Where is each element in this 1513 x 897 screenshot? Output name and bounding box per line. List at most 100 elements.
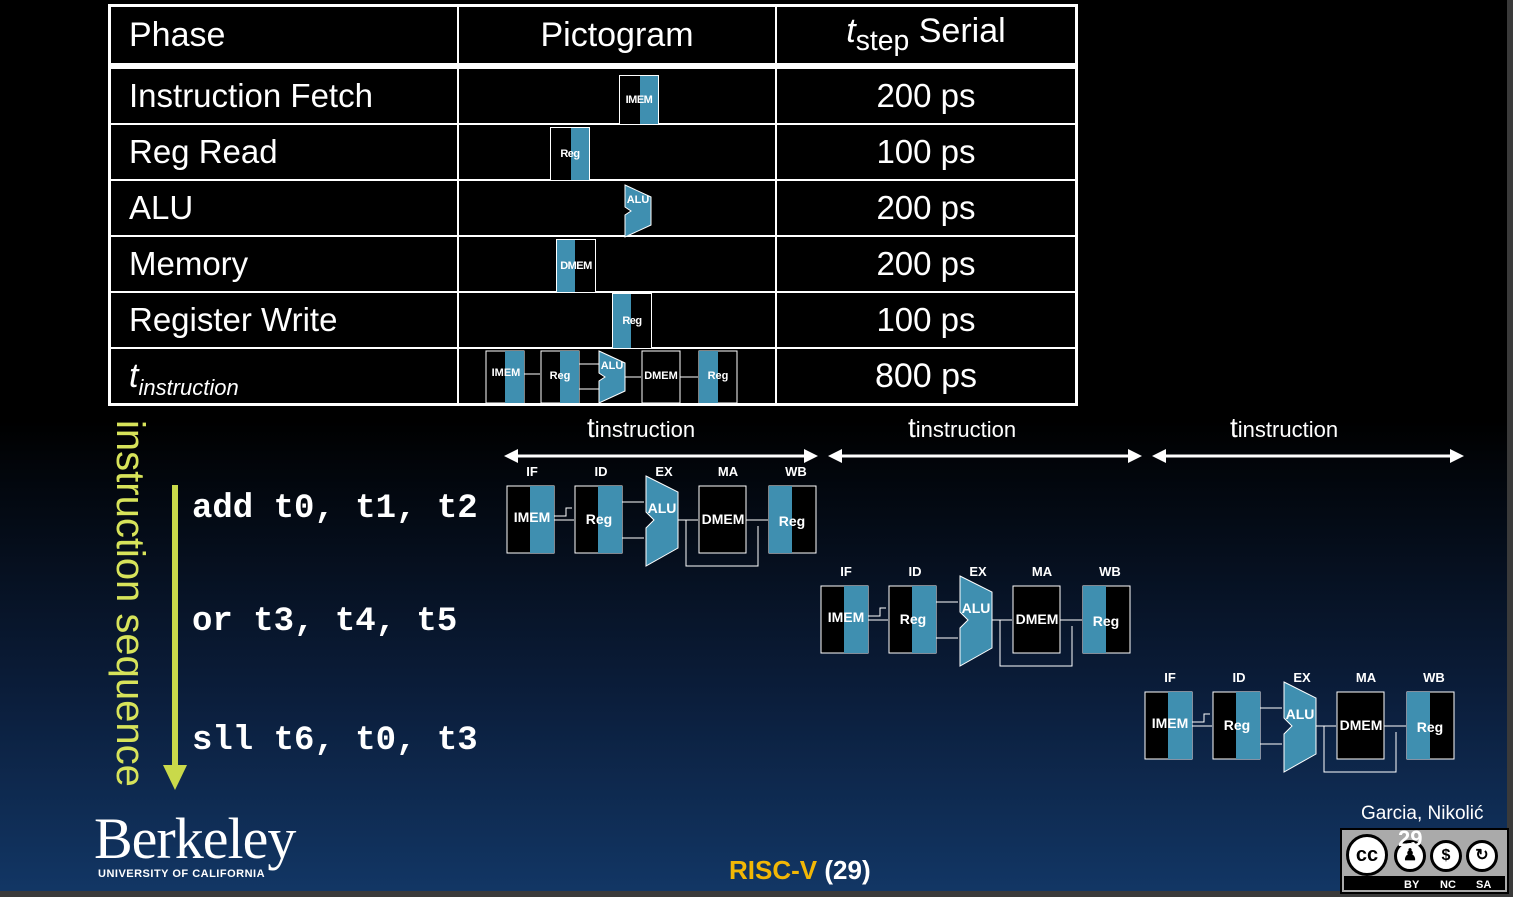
svg-text:IMEM: IMEM [492,367,521,379]
table-row: ALU ALU 200 ps [108,179,1078,238]
reg-label: Reg [560,148,580,160]
pictogram-cell: IMEM [457,65,777,125]
pictogram-cell: Reg [457,123,777,181]
alu-block: ALU [1283,681,1317,773]
header-serial: Serial [918,12,1006,51]
stage-ex: EX [1293,670,1311,685]
share-alike-icon: ↻ [1466,840,1498,872]
stage-ma: MA [718,464,739,479]
stage-ex: EX [655,464,673,479]
right-edge-bar [1507,0,1513,897]
dmem-pictogram: DMEM [556,239,596,293]
dmem-block: DMEM [698,485,747,554]
footer-riscv: RISC-V [729,855,818,885]
stage-wb: WB [1423,670,1445,685]
phase-cell: Register Write [108,291,459,349]
stage-wb: WB [1099,564,1121,579]
svg-text:DMEM: DMEM [702,511,745,527]
phase-cell: ALU [108,179,459,237]
svg-text:Reg: Reg [708,370,729,382]
reg-block: Reg [1212,691,1261,760]
alu-block: ALU [959,575,993,667]
no-dollar-icon: $ [1430,840,1462,872]
svg-text:Reg: Reg [550,370,571,382]
dmem-label: DMEM [560,260,592,272]
table-header-row: Phase Pictogram tstep Serial [108,4,1078,69]
tinstruction-sub: instruction [138,374,239,400]
reg-wb-block: Reg [1082,585,1131,654]
stage-ma: MA [1356,670,1377,685]
svg-text:DMEM: DMEM [1340,717,1383,733]
table-row: Register Write Reg 100 ps [108,291,1078,349]
svg-text:IMEM: IMEM [1152,715,1189,731]
tinstruction-cell: tinstruction [108,347,459,406]
berkeley-logo: Berkeley UNIVERSITY OF CALIFORNIA [94,806,296,881]
reg-label: Reg [622,315,642,327]
pictogram-cell: ALU [457,179,777,238]
license-sa: SA [1476,879,1492,891]
footer-title: RISC-V (29) [729,855,871,886]
authors: Garcia, Nikolić [1361,803,1484,824]
time-cell: 200 ps [775,179,1078,237]
berkeley-wordmark: Berkeley [94,806,296,871]
mini-dmem: DMEM [641,350,681,404]
alu-label: ALU [627,194,650,206]
stage-if: IF [1164,670,1176,685]
pipeline-diagram: IF ID EX MA WB IMEM Reg ALU DMEM Reg [1144,670,1455,773]
svg-text:ALU: ALU [962,600,991,616]
badge-page-number: 29 [1398,826,1423,851]
license-label-strip [1344,876,1505,890]
tinstruction-t: t [129,356,139,395]
svg-text:DMEM: DMEM [1016,611,1059,627]
time-cell: 200 ps [775,65,1078,125]
svg-text:Reg: Reg [586,511,612,527]
stage-if: IF [526,464,538,479]
pictogram-cell: DMEM [457,235,777,293]
header-t: t [846,12,856,51]
license-by: BY [1404,879,1420,891]
header-t-sub: step [855,24,910,57]
dmem-block: DMEM [1336,691,1385,760]
bottom-edge-bar [0,891,1513,897]
svg-text:ALU: ALU [601,360,624,372]
instruction-add: add t0, t1, t2 [192,490,478,528]
cc-license-badge: cc ♟ $ ↻ 29 BY NC SA [1340,826,1509,894]
full-datapath-pictogram: IMEM Reg ALU DMEM [485,350,738,404]
stage-id: ID [595,464,608,479]
imem-block: IMEM [1144,691,1193,760]
tinstruction-label: tinstruction [587,412,696,443]
svg-text:Reg: Reg [900,611,926,627]
svg-text:Reg: Reg [779,513,805,529]
stage-id: ID [1233,670,1246,685]
svg-text:ALU: ALU [1286,706,1315,722]
pictogram-cell: IMEM Reg ALU DMEM [457,347,777,406]
instruction-sll: sll t6, t0, t3 [192,722,478,760]
svg-text:Reg: Reg [1224,717,1250,733]
time-cell: 100 ps [775,123,1078,181]
header-phase: Phase [108,4,459,69]
pipeline-diagram: IF ID EX MA WB IMEM Reg ALU DMEM Reg [820,564,1131,667]
imem-block: IMEM [506,485,555,554]
reg-block: Reg [574,485,623,554]
svg-text:Reg: Reg [1417,719,1443,735]
table-row: Reg Read Reg 100 ps [108,123,1078,181]
stage-id: ID [909,564,922,579]
pipeline-sll: IF ID EX MA WB IMEM Reg ALU DMEM Reg [1144,668,1464,783]
phase-cell: Reg Read [108,123,459,181]
mini-imem: IMEM [485,350,525,404]
stage-ex: EX [969,564,987,579]
reg-wb-block: Reg [768,485,817,554]
pipeline-or: IF ID EX MA WB IMEM Reg ALU DMEM Reg [820,562,1140,677]
berkeley-subtitle: UNIVERSITY OF CALIFORNIA [98,868,266,880]
total-time-cell: 800 ps [775,347,1078,406]
pictogram-cell: Reg [457,291,777,349]
imem-block: IMEM [820,585,869,654]
imem-pictogram: IMEM [619,75,659,125]
license-nc: NC [1440,879,1456,891]
table-row: Instruction Fetch IMEM 200 ps [108,65,1078,125]
pipeline-add: IF ID EX MA WB IMEM Reg ALU DMEM Reg [506,462,826,577]
time-cell: 100 ps [775,291,1078,349]
timeline-arrows [504,449,1464,463]
footer-page: (29) [824,855,871,885]
phase-table: Phase Pictogram tstep Serial Instruction… [108,4,1078,406]
